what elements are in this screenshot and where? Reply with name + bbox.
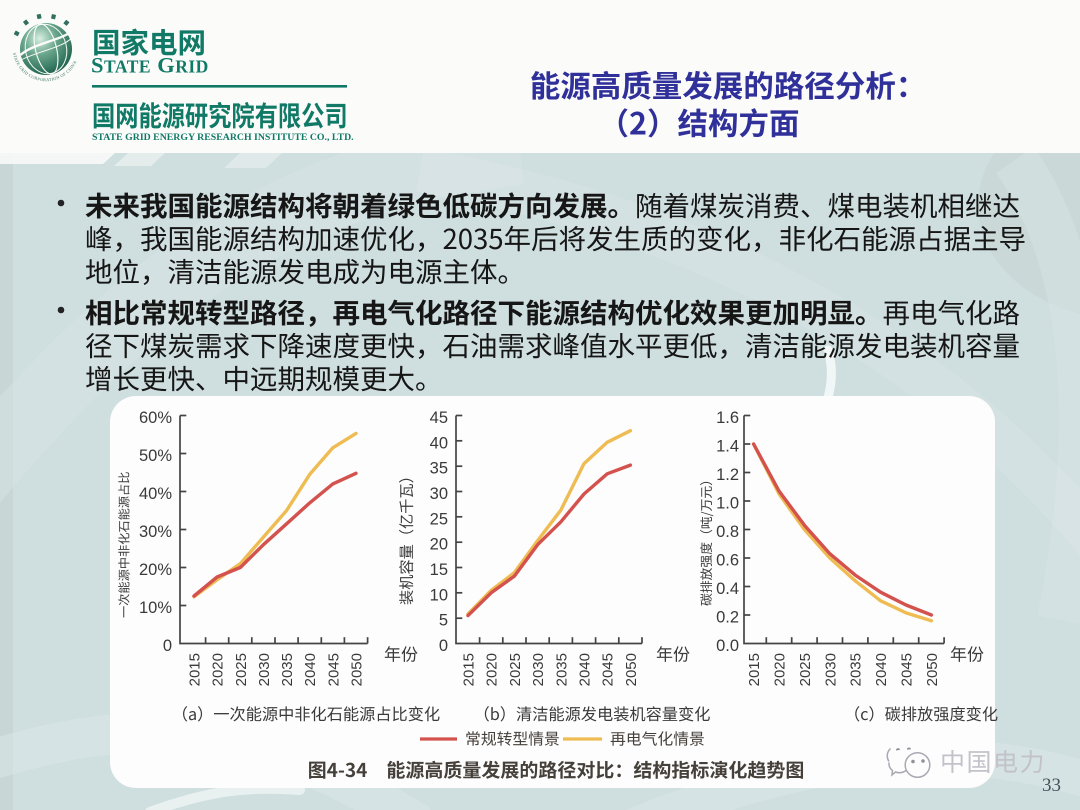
svg-text:35: 35	[430, 460, 448, 478]
svg-text:1.2: 1.2	[716, 466, 739, 484]
svg-text:50%: 50%	[139, 447, 172, 465]
svg-text:5: 5	[439, 612, 448, 630]
svg-text:2015: 2015	[746, 653, 763, 686]
svg-text:1.6: 1.6	[716, 409, 739, 427]
svg-text:0: 0	[163, 637, 172, 655]
svg-text:2025: 2025	[797, 653, 814, 686]
svg-text:STATE GRID ENERGY RESEARCH INS: STATE GRID ENERGY RESEARCH INSTITUTE CO.…	[92, 132, 354, 143]
svg-text:0.8: 0.8	[716, 523, 739, 541]
svg-text:2045: 2045	[325, 653, 342, 686]
svg-text:15: 15	[430, 561, 448, 579]
svg-text:25: 25	[430, 510, 448, 528]
svg-text:2025: 2025	[507, 653, 524, 686]
svg-text:2050: 2050	[349, 653, 366, 686]
svg-text:40: 40	[430, 434, 448, 452]
svg-text:30: 30	[430, 485, 448, 503]
svg-text:2035: 2035	[279, 653, 296, 686]
svg-text:2040: 2040	[873, 653, 890, 686]
svg-text:2040: 2040	[302, 653, 319, 686]
svg-text:2045: 2045	[899, 653, 916, 686]
svg-text:2040: 2040	[577, 653, 594, 686]
svg-text:2020: 2020	[484, 653, 501, 686]
svg-text:60%: 60%	[139, 409, 172, 427]
svg-text:0.2: 0.2	[716, 609, 739, 627]
svg-text:2050: 2050	[924, 653, 941, 686]
svg-text:1.0: 1.0	[716, 495, 739, 513]
svg-text:10%: 10%	[139, 599, 172, 617]
svg-text:2030: 2030	[822, 653, 839, 686]
svg-text:2015: 2015	[187, 653, 204, 686]
svg-text:40%: 40%	[139, 485, 172, 503]
svg-text:2015: 2015	[461, 653, 478, 686]
svg-text:45: 45	[430, 409, 448, 427]
svg-text:10: 10	[430, 586, 448, 604]
svg-text:20: 20	[430, 536, 448, 554]
svg-text:2030: 2030	[530, 653, 547, 686]
svg-text:0: 0	[439, 637, 448, 655]
svg-text:2030: 2030	[256, 653, 273, 686]
svg-text:0.4: 0.4	[716, 580, 739, 598]
svg-text:1.4: 1.4	[716, 438, 739, 456]
svg-text:2025: 2025	[233, 653, 250, 686]
svg-text:2020: 2020	[772, 653, 789, 686]
svg-text:0.6: 0.6	[716, 552, 739, 570]
svg-text:33: 33	[1042, 775, 1061, 796]
svg-text:2035: 2035	[553, 653, 570, 686]
svg-text:0.0: 0.0	[716, 637, 739, 655]
svg-text:2020: 2020	[210, 653, 227, 686]
svg-text:2045: 2045	[600, 653, 617, 686]
svg-text:2050: 2050	[623, 653, 640, 686]
svg-text:30%: 30%	[139, 523, 172, 541]
svg-text:2035: 2035	[848, 653, 865, 686]
svg-text:20%: 20%	[139, 561, 172, 579]
svg-text:STATE GRID: STATE GRID	[91, 53, 209, 78]
